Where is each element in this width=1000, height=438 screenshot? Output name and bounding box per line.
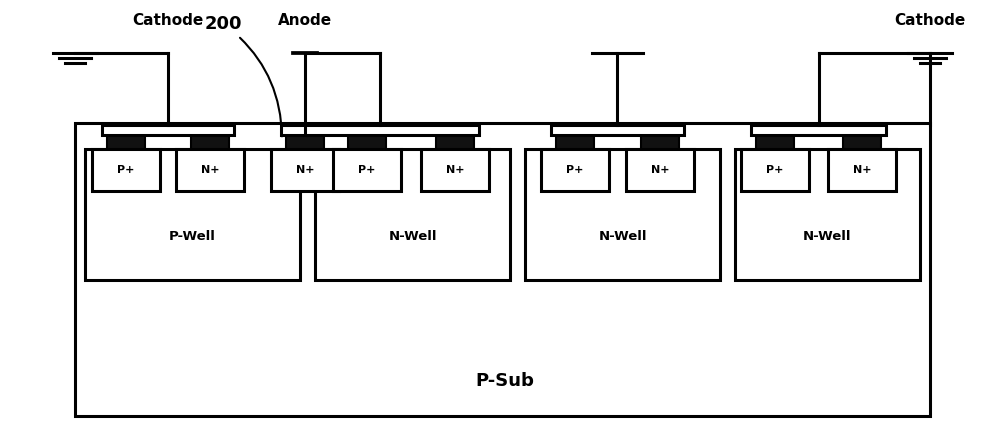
- Bar: [286, 135, 324, 149]
- Bar: [176, 149, 244, 191]
- Text: P+: P+: [117, 165, 135, 175]
- Bar: [85, 149, 300, 280]
- Bar: [333, 149, 401, 191]
- Text: Cathode: Cathode: [132, 14, 204, 28]
- Text: P+: P+: [358, 165, 376, 175]
- Text: P-Well: P-Well: [169, 230, 216, 243]
- Text: Cathode: Cathode: [894, 14, 966, 28]
- Bar: [641, 135, 679, 149]
- Text: N+: N+: [853, 165, 871, 175]
- Text: P+: P+: [566, 165, 584, 175]
- Bar: [191, 135, 229, 149]
- Text: Anode: Anode: [278, 14, 332, 28]
- Bar: [315, 149, 510, 280]
- Bar: [525, 149, 720, 280]
- Bar: [735, 149, 920, 280]
- Text: N-Well: N-Well: [388, 230, 437, 243]
- Text: N-Well: N-Well: [598, 230, 647, 243]
- Bar: [751, 125, 886, 135]
- Bar: [348, 135, 386, 149]
- Bar: [626, 149, 694, 191]
- Text: P-Sub: P-Sub: [476, 372, 534, 390]
- Bar: [756, 135, 794, 149]
- Bar: [92, 149, 160, 191]
- Bar: [556, 135, 594, 149]
- Text: N+: N+: [446, 165, 464, 175]
- Bar: [541, 149, 609, 191]
- Bar: [741, 149, 809, 191]
- Text: N+: N+: [201, 165, 219, 175]
- Bar: [271, 149, 339, 191]
- Text: N+: N+: [651, 165, 669, 175]
- Bar: [843, 135, 881, 149]
- Bar: [551, 125, 684, 135]
- Bar: [436, 135, 474, 149]
- Bar: [107, 135, 145, 149]
- Bar: [828, 149, 896, 191]
- Text: P+: P+: [766, 165, 784, 175]
- Bar: [281, 125, 479, 135]
- Bar: [75, 123, 930, 416]
- Text: N+: N+: [296, 165, 314, 175]
- Text: 200: 200: [205, 15, 282, 136]
- Bar: [421, 149, 489, 191]
- Bar: [102, 125, 234, 135]
- Text: N-Well: N-Well: [803, 230, 852, 243]
